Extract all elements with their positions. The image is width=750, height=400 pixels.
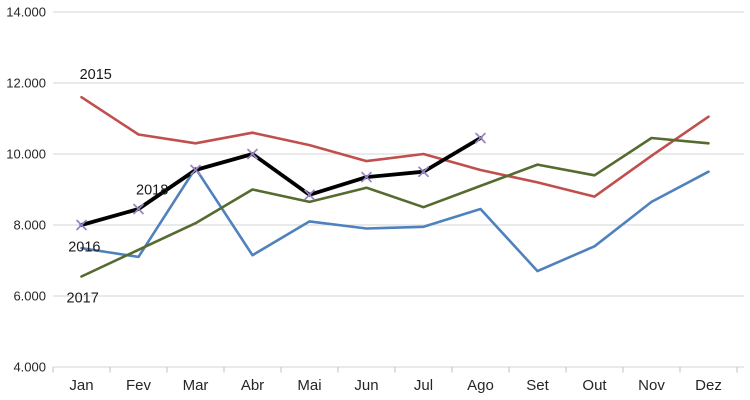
series-line-2015 bbox=[80, 95, 710, 198]
series-marker-x-2018 bbox=[247, 148, 258, 160]
y-axis-tick-label: 14.000 bbox=[6, 5, 46, 20]
series-marker-x-2018 bbox=[475, 132, 486, 144]
x-axis-tick-label: Nov bbox=[638, 377, 665, 394]
series-label-2015: 2015 bbox=[80, 67, 112, 83]
series-label-2016: 2016 bbox=[68, 239, 100, 255]
x-axis-tick-label: Abr bbox=[241, 377, 264, 394]
x-axis-tick-label: Set bbox=[526, 377, 549, 394]
series-marker-x-2018 bbox=[418, 166, 429, 178]
x-axis-tick-label: Mar bbox=[183, 377, 209, 394]
series-label-2017: 2017 bbox=[67, 290, 99, 306]
series-marker-x-2018 bbox=[361, 171, 372, 183]
x-axis-tick-label: Jul bbox=[414, 377, 433, 394]
series-marker-x-2018 bbox=[190, 164, 201, 176]
series-marker-x-2018 bbox=[304, 189, 315, 201]
series-line-2018 bbox=[79, 136, 483, 227]
series-line-2016 bbox=[80, 166, 710, 273]
x-axis-tick-label: Jan bbox=[69, 377, 93, 394]
x-axis-tick-label: Mai bbox=[297, 377, 321, 394]
series-marker-x-2018 bbox=[76, 219, 87, 231]
series-marker-x-2018 bbox=[133, 203, 144, 215]
y-axis-tick-label: 10.000 bbox=[6, 147, 46, 162]
y-axis-tick-label: 6.000 bbox=[13, 289, 46, 304]
x-axis-tick-label: Out bbox=[582, 377, 607, 394]
x-axis-tick-label: Dez bbox=[695, 377, 722, 394]
y-axis-tick-label: 4.000 bbox=[13, 360, 46, 375]
x-axis-tick-label: Jun bbox=[354, 377, 378, 394]
series-label-2018: 2018 bbox=[136, 183, 168, 199]
series-line-2017 bbox=[80, 136, 710, 278]
y-axis-tick-label: 8.000 bbox=[13, 218, 46, 233]
y-axis-tick-label: 12.000 bbox=[6, 76, 46, 91]
x-axis-tick-label: Fev bbox=[126, 377, 152, 394]
x-axis-tick-label: Ago bbox=[467, 377, 494, 394]
